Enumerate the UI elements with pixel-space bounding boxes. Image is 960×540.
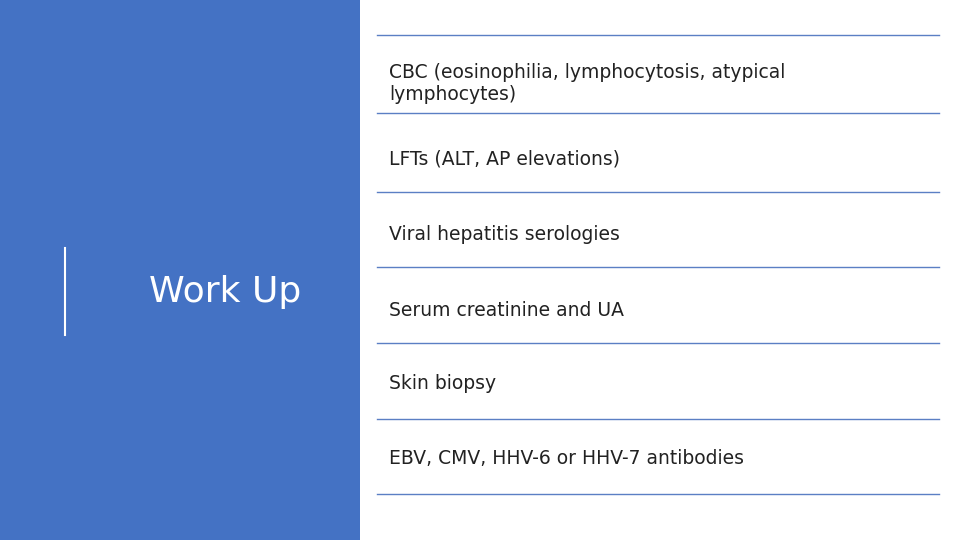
Text: Work Up: Work Up — [149, 275, 301, 308]
Text: LFTs (ALT, AP elevations): LFTs (ALT, AP elevations) — [389, 150, 620, 169]
Text: Skin biopsy: Skin biopsy — [389, 374, 496, 393]
Text: EBV, CMV, HHV-6 or HHV-7 antibodies: EBV, CMV, HHV-6 or HHV-7 antibodies — [389, 449, 744, 469]
Bar — [0, 0, 360, 540]
Text: CBC (eosinophilia, lymphocytosis, atypical
lymphocytes): CBC (eosinophilia, lymphocytosis, atypic… — [389, 63, 785, 104]
Text: Serum creatinine and UA: Serum creatinine and UA — [389, 301, 624, 320]
Text: Viral hepatitis serologies: Viral hepatitis serologies — [389, 225, 619, 245]
